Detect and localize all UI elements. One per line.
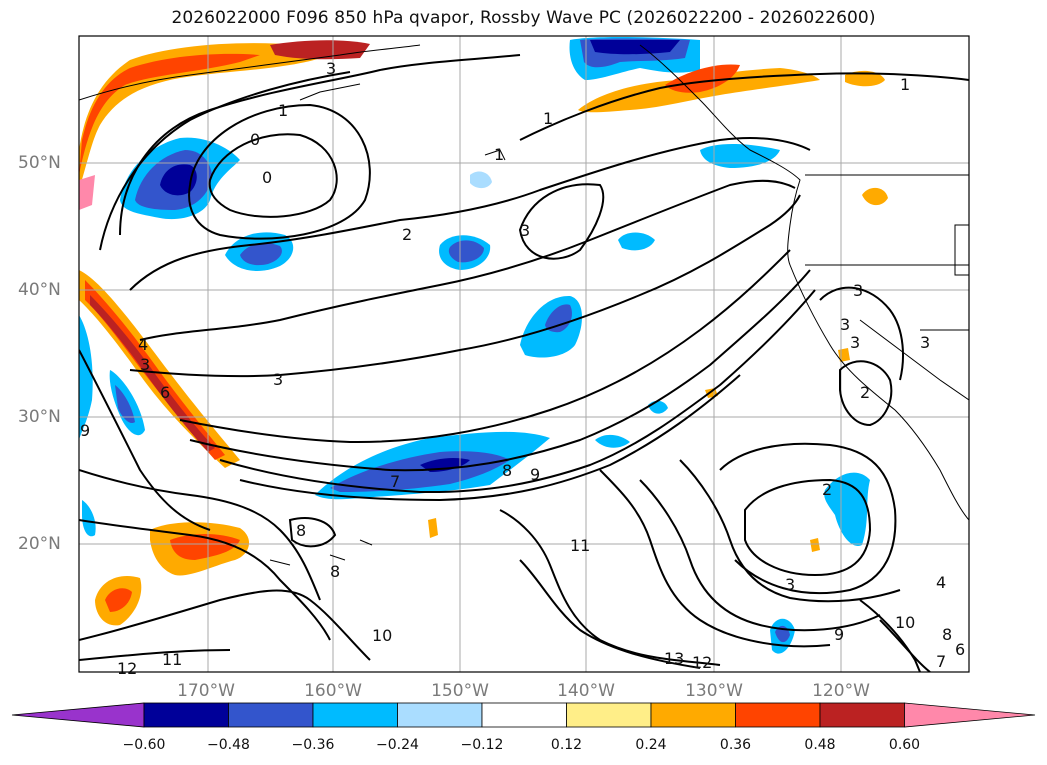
contour-label: 10 (372, 626, 392, 645)
contour-label: 3 (140, 355, 150, 374)
contour-label: 3 (785, 575, 795, 594)
lat-label: 20°N (18, 534, 61, 554)
contour-label: 1 (900, 75, 910, 94)
contour-label: 3 (520, 221, 530, 240)
lat-label: 40°N (18, 280, 61, 300)
colorbar-tick-label: 0.36 (719, 737, 752, 753)
colorbar-segment (481, 702, 567, 728)
colorbar-tick-label: −0.60 (122, 737, 166, 753)
colorbar-segment (143, 702, 229, 728)
colorbar-segment (397, 702, 483, 728)
contour-label: 1 (494, 145, 504, 164)
contour-label: 1 (278, 101, 288, 120)
contour-label: 2 (860, 383, 870, 402)
colorbar-tick-label: 0.12 (550, 737, 583, 753)
pc-contour-lines (79, 54, 969, 672)
contour-label: 3 (850, 333, 860, 352)
contour-label: 9 (530, 465, 540, 484)
contour-label: 8 (502, 461, 512, 480)
colorbar-extend-high (904, 702, 1036, 728)
colorbar-segment (735, 702, 821, 728)
colorbar-segment (228, 702, 314, 728)
contour-label: 1 (543, 109, 553, 128)
colorbar-segment (819, 702, 905, 728)
colorbar-segment (312, 702, 398, 728)
colorbar-tick-label: −0.12 (460, 737, 504, 753)
contour-label: 2 (402, 225, 412, 244)
lat-label: 30°N (18, 407, 61, 427)
colorbar-segment (566, 702, 652, 728)
contour-label: 13 (664, 649, 684, 668)
contour-label: 11 (162, 650, 182, 669)
contour-label: 6 (160, 383, 170, 402)
contour-label: 12 (692, 653, 712, 672)
contour-label: 0 (262, 168, 272, 187)
plot-frame (78, 35, 970, 673)
colorbar-tick-label: 0.60 (888, 737, 921, 753)
contour-label: 7 (936, 652, 946, 671)
contour-label: 3 (273, 370, 283, 389)
lon-label: 140°W (557, 681, 615, 701)
lat-label: 50°N (18, 153, 61, 173)
contour-label: 3 (840, 315, 850, 334)
colorbar-tick-label: 0.48 (804, 737, 836, 753)
colorbar-tick-label: −0.24 (376, 737, 419, 753)
contour-label: 10 (895, 613, 915, 632)
contour-label: 7 (390, 472, 400, 491)
contour-label: 8 (296, 521, 306, 540)
contour-label: 2 (822, 480, 832, 499)
colorbar-tick-label: 0.24 (635, 737, 667, 753)
lon-label: 160°W (304, 681, 362, 701)
contour-label: 9 (834, 625, 844, 644)
grid-lines (79, 36, 969, 672)
contour-label: 9 (80, 421, 90, 440)
contour-label: 12 (117, 659, 137, 678)
contour-label: 3 (853, 281, 863, 300)
contour-labels: 3 1 1 0 0 2 3 3 1 3 3 4 6 7 8 9 8 8 11 1… (80, 59, 965, 678)
colorbar-segment (650, 702, 736, 728)
map-title: 2026022000 F096 850 hPa qvapor, Rossby W… (171, 8, 876, 28)
lon-label: 170°W (177, 681, 235, 701)
contour-label: 6 (955, 640, 965, 659)
lon-label: 130°W (685, 681, 743, 701)
contour-label: 0 (250, 130, 260, 149)
contour-label: 3 (326, 59, 336, 78)
colorbar (11, 702, 1036, 728)
lon-label: 150°W (431, 681, 489, 701)
colorbar-tick-label: −0.36 (291, 737, 335, 753)
colorbar-tick-label: −0.48 (207, 737, 250, 753)
contour-label: 11 (570, 536, 590, 555)
contour-label: 4 (936, 573, 946, 592)
contour-label: 4 (138, 335, 148, 354)
lon-label: 120°W (812, 681, 870, 701)
contour-label: 3 (920, 333, 930, 352)
contour-label: 8 (330, 562, 340, 581)
colorbar-extend-low (11, 702, 145, 728)
contour-label: 8 (942, 625, 952, 644)
